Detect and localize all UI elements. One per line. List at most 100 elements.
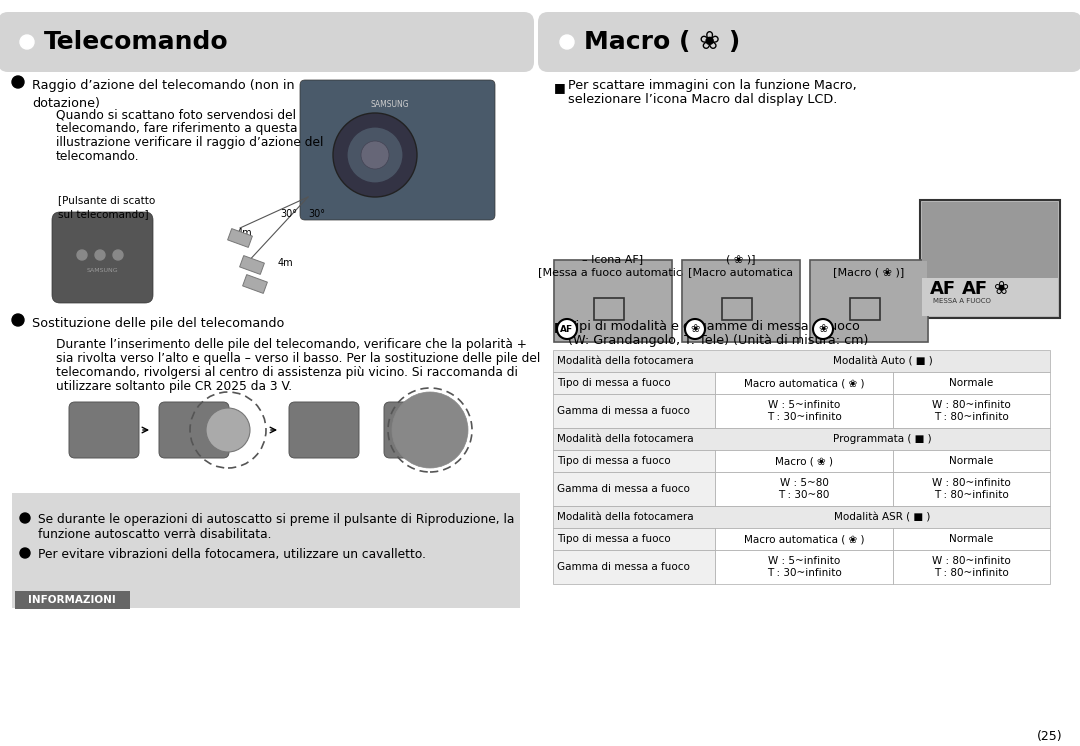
Text: telecomando.: telecomando. <box>56 150 139 163</box>
Text: Per evitare vibrazioni della fotocamera, utilizzare un cavalletto.: Per evitare vibrazioni della fotocamera,… <box>38 548 426 561</box>
Text: W : 80~infinito
T : 80~infinito: W : 80~infinito T : 80~infinito <box>932 556 1011 578</box>
Text: Tipo di messa a fuoco: Tipo di messa a fuoco <box>557 378 671 388</box>
Circle shape <box>95 250 105 260</box>
Text: ❀: ❀ <box>994 280 1009 298</box>
Text: ❀: ❀ <box>690 324 700 334</box>
Text: AF: AF <box>962 280 988 298</box>
Circle shape <box>12 76 24 88</box>
Text: Tipo di messa a fuoco: Tipo di messa a fuoco <box>557 456 671 466</box>
Text: W : 80~infinito
T : 80~infinito: W : 80~infinito T : 80~infinito <box>932 477 1011 501</box>
Text: selezionare l’icona Macro dal display LCD.: selezionare l’icona Macro dal display LC… <box>568 93 837 106</box>
FancyBboxPatch shape <box>289 402 359 458</box>
FancyBboxPatch shape <box>384 402 454 458</box>
Bar <box>850 298 880 320</box>
Text: [Macro ( ❀ )]: [Macro ( ❀ )] <box>834 267 905 277</box>
Bar <box>811 261 927 341</box>
Text: W : 80~infinito
T : 80~infinito: W : 80~infinito T : 80~infinito <box>932 400 1011 422</box>
Bar <box>715 550 893 584</box>
Text: Normale: Normale <box>949 456 994 466</box>
Bar <box>715 472 893 506</box>
Bar <box>553 506 1050 528</box>
Bar <box>683 261 799 341</box>
Text: illustrazione verificare il raggio d’azione del: illustrazione verificare il raggio d’azi… <box>56 136 323 149</box>
Text: (25): (25) <box>1037 730 1062 743</box>
Circle shape <box>557 319 577 339</box>
Bar <box>920 200 1059 318</box>
Text: Tipi di modalità e di gamme di messa a fuoco: Tipi di modalità e di gamme di messa a f… <box>568 320 860 333</box>
Text: Macro automatica ( ❀ ): Macro automatica ( ❀ ) <box>744 534 864 544</box>
Bar <box>715 450 893 472</box>
Text: [Pulsante di scatto
sul telecomando]: [Pulsante di scatto sul telecomando] <box>58 195 156 219</box>
FancyBboxPatch shape <box>52 212 153 303</box>
Circle shape <box>392 392 468 468</box>
Text: W : 5~80
T : 30~80: W : 5~80 T : 30~80 <box>779 477 829 501</box>
Text: Durante l’inserimento delle pile del telecomando, verificare che la polarità +: Durante l’inserimento delle pile del tel… <box>56 338 527 351</box>
Text: W : 5~infinito
T : 30~infinito: W : 5~infinito T : 30~infinito <box>767 400 841 422</box>
Circle shape <box>347 127 403 183</box>
Bar <box>553 394 715 428</box>
Bar <box>555 261 671 341</box>
Text: [Messa a fuoco automatica: [Messa a fuoco automatica <box>538 267 688 277</box>
Bar <box>553 372 715 394</box>
Bar <box>554 260 672 342</box>
Text: Normale: Normale <box>949 534 994 544</box>
Bar <box>893 372 1050 394</box>
Text: Normale: Normale <box>949 378 994 388</box>
Text: MESSA A FUOCO: MESSA A FUOCO <box>933 298 991 304</box>
Bar <box>594 298 624 320</box>
Bar <box>893 394 1050 428</box>
Circle shape <box>685 319 705 339</box>
Circle shape <box>77 250 87 260</box>
Text: Programmata ( ■ ): Programmata ( ■ ) <box>833 434 932 444</box>
Bar <box>681 260 800 342</box>
Circle shape <box>21 35 33 49</box>
Text: Modalità della fotocamera: Modalità della fotocamera <box>557 434 693 444</box>
Bar <box>893 450 1050 472</box>
Text: 30°: 30° <box>280 209 297 219</box>
Text: Modalità della fotocamera: Modalità della fotocamera <box>557 356 693 366</box>
Text: ■: ■ <box>554 81 566 94</box>
Text: Tipo di messa a fuoco: Tipo di messa a fuoco <box>557 534 671 544</box>
Circle shape <box>361 141 389 169</box>
Circle shape <box>813 319 833 339</box>
FancyBboxPatch shape <box>12 493 519 608</box>
Bar <box>553 350 1050 372</box>
Text: SAMSUNG: SAMSUNG <box>370 100 409 109</box>
Bar <box>810 260 928 342</box>
Bar <box>553 550 715 584</box>
Text: sia rivolta verso l’alto e quella – verso il basso. Per la sostituzione delle pi: sia rivolta verso l’alto e quella – vers… <box>56 352 540 365</box>
Bar <box>553 528 715 550</box>
Circle shape <box>113 250 123 260</box>
Circle shape <box>333 113 417 197</box>
Text: SAMSUNG: SAMSUNG <box>86 268 118 273</box>
FancyBboxPatch shape <box>15 591 130 609</box>
Circle shape <box>21 513 30 523</box>
Bar <box>553 472 715 506</box>
Text: 30°: 30° <box>308 209 325 219</box>
Text: Macro ( ❀ ): Macro ( ❀ ) <box>775 456 833 466</box>
FancyBboxPatch shape <box>538 12 1080 72</box>
FancyBboxPatch shape <box>69 402 139 458</box>
Bar <box>553 450 715 472</box>
Text: 5m: 5m <box>246 280 261 290</box>
Text: Macro automatica ( ❀ ): Macro automatica ( ❀ ) <box>744 378 864 388</box>
Circle shape <box>206 408 249 452</box>
Text: Per scattare immagini con la funzione Macro,: Per scattare immagini con la funzione Ma… <box>568 79 856 92</box>
Text: ■: ■ <box>554 320 566 333</box>
Text: Quando si scattano foto servendosi del: Quando si scattano foto servendosi del <box>56 108 296 121</box>
Bar <box>723 298 752 320</box>
Text: Gamma di messa a fuoco: Gamma di messa a fuoco <box>557 406 690 416</box>
Text: funzione autoscatto verrà disabilitata.: funzione autoscatto verrà disabilitata. <box>38 528 271 541</box>
Text: 4m: 4m <box>278 258 294 268</box>
Text: (W: Grandangolo, T: Tele) (Unità di misura: cm): (W: Grandangolo, T: Tele) (Unità di misu… <box>568 334 868 347</box>
Text: Gamma di messa a fuoco: Gamma di messa a fuoco <box>557 562 690 572</box>
Text: AF: AF <box>561 325 573 333</box>
FancyBboxPatch shape <box>300 80 495 220</box>
Text: utilizzare soltanto pile CR 2025 da 3 V.: utilizzare soltanto pile CR 2025 da 3 V. <box>56 380 292 393</box>
Text: – Icona AF]: – Icona AF] <box>582 254 644 264</box>
Text: Gamma di messa a fuoco: Gamma di messa a fuoco <box>557 484 690 494</box>
Text: Sostituzione delle pile del telecomando: Sostituzione delle pile del telecomando <box>32 317 284 330</box>
Circle shape <box>561 35 573 49</box>
Polygon shape <box>240 256 265 275</box>
Bar <box>715 528 893 550</box>
